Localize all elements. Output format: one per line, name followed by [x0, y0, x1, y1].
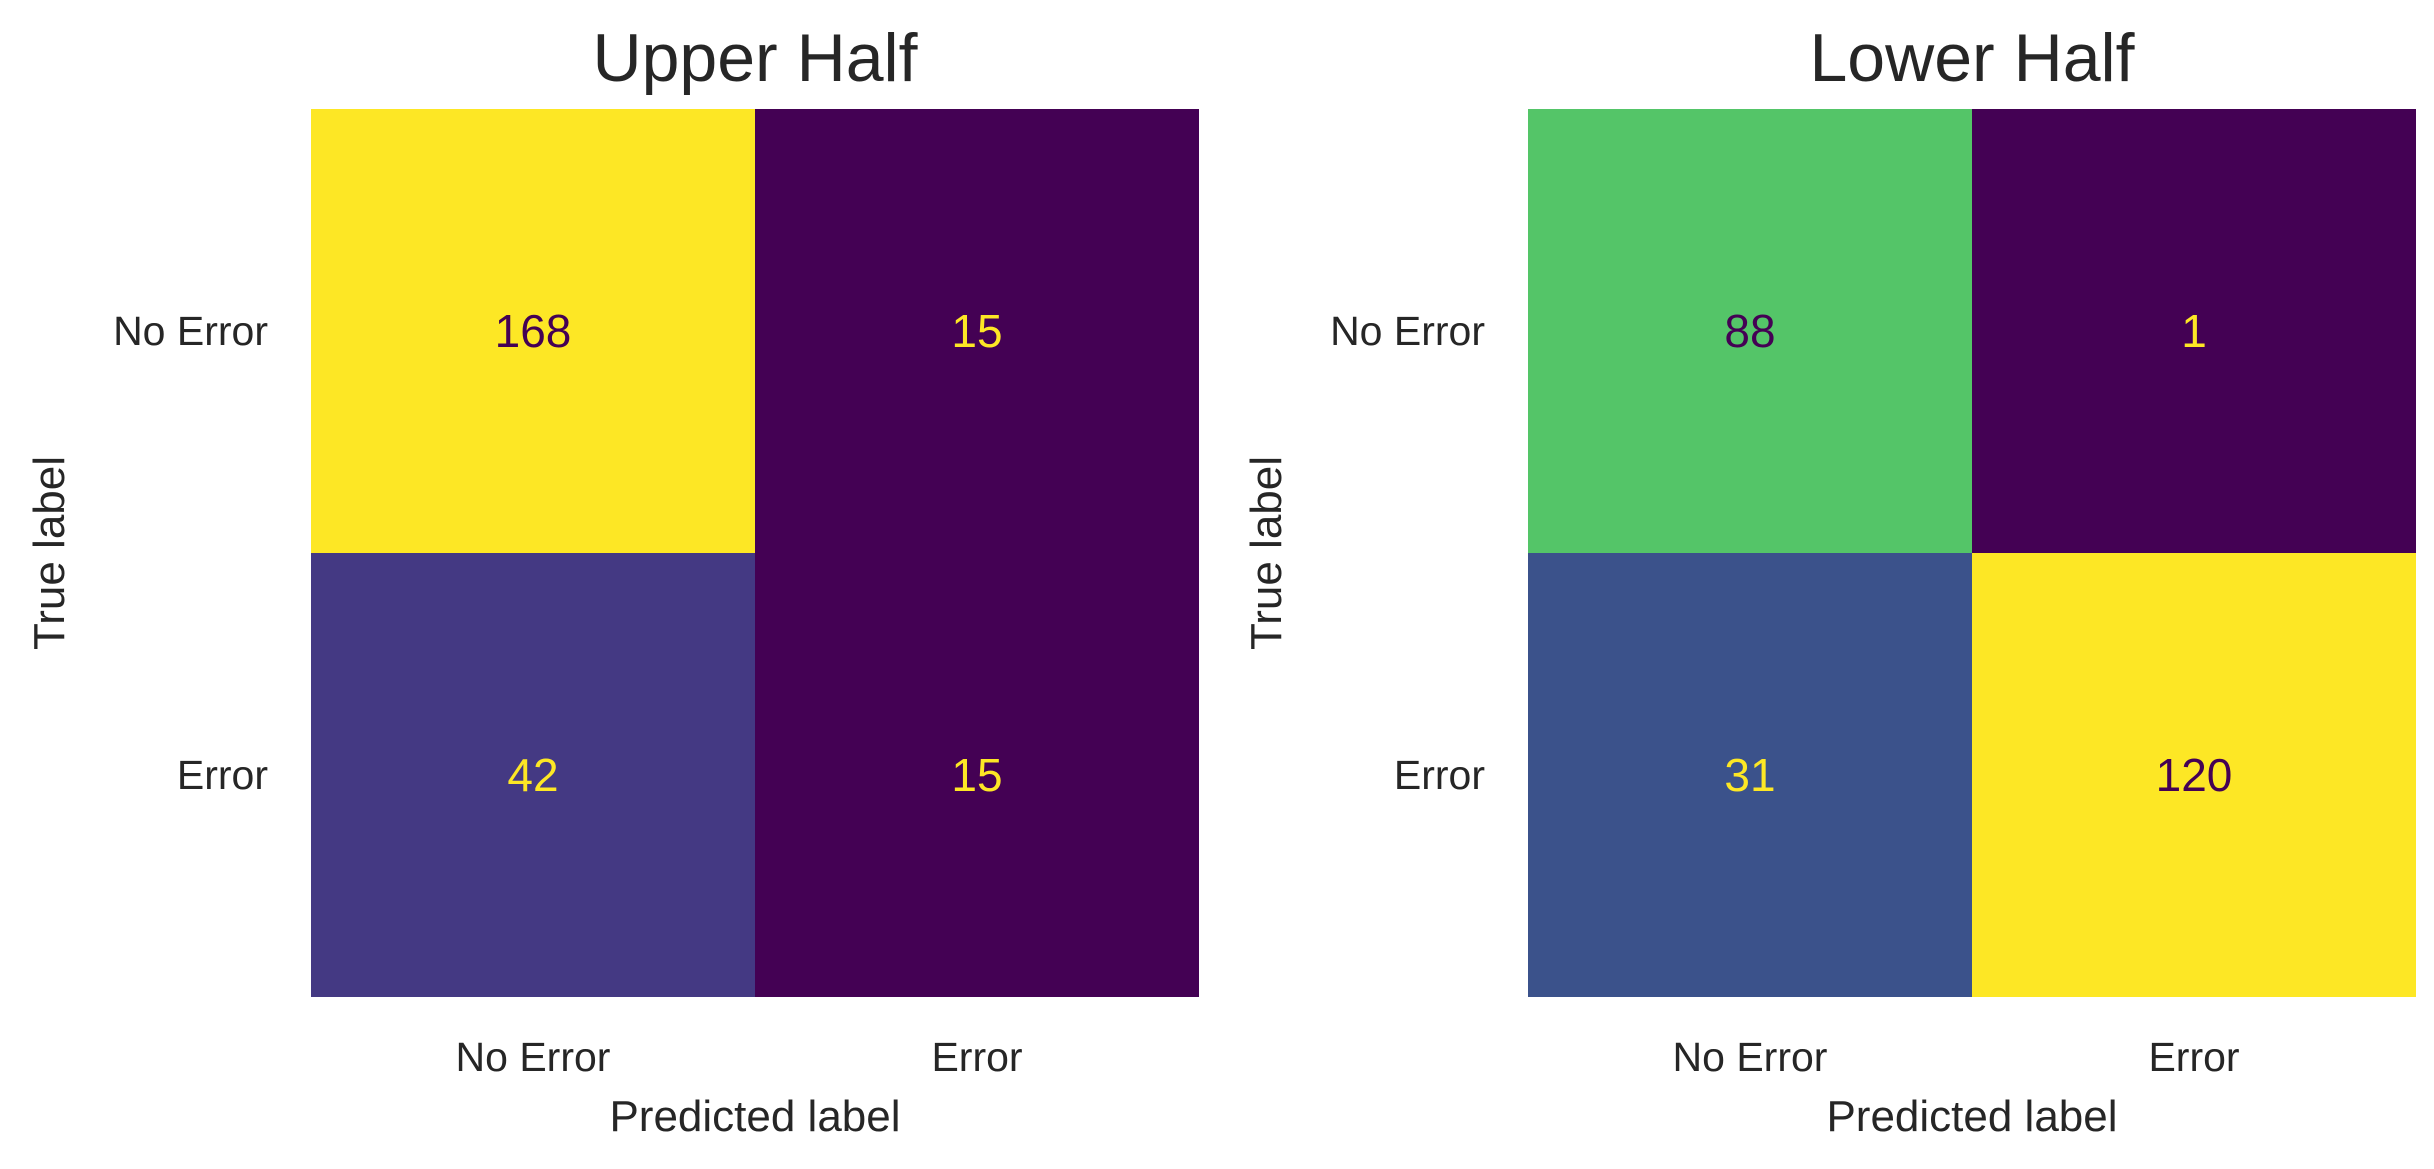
chart-title: Upper Half: [592, 20, 918, 96]
heatmap-cell: 120: [1972, 553, 2416, 997]
y-tick-label: Error: [1393, 752, 1485, 798]
y-tick-label: No Error: [1330, 308, 1485, 354]
heatmap-cell: 15: [755, 553, 1199, 997]
heatmap-cell: 15: [755, 109, 1199, 553]
x-tick-label: Error: [931, 1034, 1023, 1080]
heatmap: 88 1 31 120: [1528, 109, 2416, 997]
x-tick-label: No Error: [1672, 1034, 1828, 1080]
x-axis-label: Predicted label: [1826, 1092, 2118, 1141]
heatmap-cell: 31: [1528, 553, 1972, 997]
heatmap: 168 15 42 15: [311, 109, 1199, 997]
y-axis-label: True label: [25, 455, 74, 651]
cell-value-label: 15: [951, 305, 1003, 357]
heatmap-cell: 42: [311, 553, 755, 997]
cell-value-label: 120: [2155, 749, 2233, 801]
heatmap-cell: 1: [1972, 109, 2416, 553]
y-tick-label: Error: [176, 752, 268, 798]
x-tick-label: No Error: [455, 1034, 611, 1080]
x-axis-label: Predicted label: [609, 1092, 901, 1141]
chart-title: Lower Half: [1809, 20, 2135, 96]
heatmap-cell: 168: [311, 109, 755, 553]
heatmap-cell: 88: [1528, 109, 1972, 553]
cell-value-label: 15: [951, 749, 1003, 801]
y-axis-label: True label: [1242, 455, 1291, 651]
cell-value-label: 31: [1724, 749, 1776, 801]
chart-panel-lower-half: Lower Half True label No Error Error 88 1…: [1217, 0, 2434, 1169]
cell-value-label: 88: [1724, 305, 1776, 357]
cell-value-label: 168: [494, 305, 572, 357]
x-tick-label: Error: [2148, 1034, 2240, 1080]
cell-value-label: 42: [507, 749, 559, 801]
cell-value-label: 1: [2181, 305, 2207, 357]
chart-panel-upper-half: Upper Half True label No Error Error 168…: [25, 20, 1199, 1141]
y-tick-label: No Error: [113, 308, 268, 354]
